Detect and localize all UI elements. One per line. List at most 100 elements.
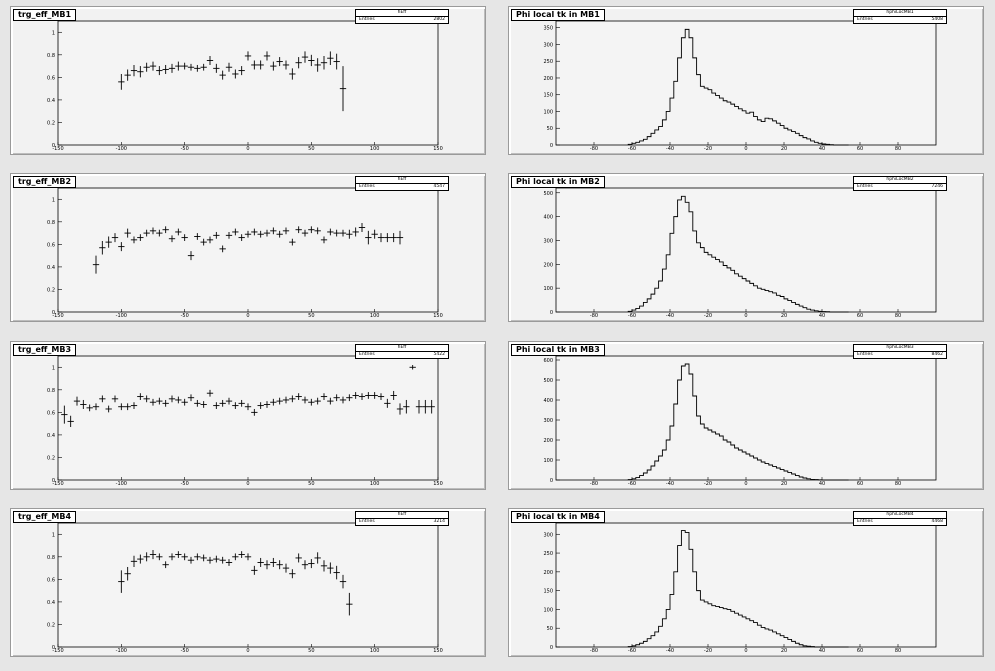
x-tick-label: 50 [308, 313, 314, 319]
x-tick-label: 100 [370, 648, 380, 654]
y-tick-label: 0 [550, 645, 553, 651]
y-tick-label: 0 [52, 143, 55, 149]
y-tick-label: 0.8 [47, 220, 55, 226]
stats-name: hphiLocMB1 [854, 10, 946, 17]
canvas-pad[interactable]: -80 -60 -40 -20 0 20 40 60 80 0 50 100 150 200 250 300 3… [508, 6, 984, 155]
stats-name: hEff [356, 512, 448, 519]
x-tick-label: -100 [116, 481, 127, 487]
x-tick-label: -100 [116, 648, 127, 654]
canvas-pad[interactable]: -80 -60 -40 -20 0 20 40 60 80 0 50 100 150 200 250 300 P… [508, 508, 984, 657]
x-tick-label: -100 [116, 313, 127, 319]
y-tick-label: 0 [550, 478, 553, 484]
y-tick-label: 350 [543, 26, 553, 32]
plot-frame [57, 522, 439, 648]
histogram-line [627, 363, 849, 481]
histogram-line [627, 195, 849, 313]
canvas-pad[interactable]: -150 -100 -50 0 50 100 150 0 0.2 0.4 0.6 0.8 1 trg_ef… [10, 508, 486, 657]
stats-entries-label: Entries [857, 352, 873, 357]
x-tick-label: -80 [590, 481, 598, 487]
y-tick-label: 0.4 [47, 433, 55, 439]
plot-svg: -150 -100 -50 0 50 100 150 0 0.2 0.4 0.6 0.8 1 [47, 187, 443, 319]
stats-entries-label: Entries [359, 352, 375, 357]
plot-frame [555, 355, 937, 481]
y-tick-label: 250 [543, 551, 553, 557]
x-tick-label: 20 [781, 648, 787, 654]
stats-box: hphiLocMB3 Entries 8462 [853, 344, 947, 359]
x-tick-label: 150 [433, 313, 443, 319]
x-tick-label: -60 [628, 146, 636, 152]
stats-box: hEff Entries 5422 [355, 344, 449, 359]
x-tick-label: -40 [666, 146, 674, 152]
canvas-pad[interactable]: -150 -100 -50 0 50 100 150 0 0.2 0.4 0.6 0.8 1 trg_ef… [10, 173, 486, 322]
x-tick-label: -20 [704, 146, 712, 152]
stats-row: Entries 2802 [356, 17, 448, 23]
x-tick-label: 0 [246, 146, 249, 152]
y-tick-label: 400 [543, 215, 553, 221]
y-tick-label: 200 [543, 438, 553, 444]
x-tick-label: -20 [704, 313, 712, 319]
x-tick-label: 20 [781, 146, 787, 152]
y-tick-label: 0.2 [47, 120, 55, 126]
canvas-pad[interactable]: -150 -100 -50 0 50 100 150 0 0.2 0.4 0.6 0.8 1 trg_ef… [10, 341, 486, 490]
pad-title: trg_eff_MB3 [13, 344, 77, 356]
x-tick-label: 80 [895, 648, 901, 654]
y-tick-label: 150 [543, 93, 553, 99]
x-tick-label: 100 [370, 146, 380, 152]
x-tick-label: -60 [628, 313, 636, 319]
x-tick-label: 40 [819, 648, 825, 654]
y-tick-label: 0.6 [47, 75, 55, 81]
y-tick-label: 300 [543, 238, 553, 244]
stats-box: hphiLocMB4 Entries 4468 [853, 511, 947, 526]
x-tick-label: -20 [704, 648, 712, 654]
y-tick-label: 0.4 [47, 265, 55, 271]
stats-entries-value: 4547 [433, 184, 445, 189]
plot-frame [555, 522, 937, 648]
stats-box: hEff Entries 2802 [355, 9, 449, 24]
plot-frame [57, 187, 439, 313]
plot-svg: -150 -100 -50 0 50 100 150 0 0.2 0.4 0.6 0.8 1 [47, 522, 443, 654]
stats-row: Entries 5408 [854, 17, 946, 23]
stats-name: hEff [356, 177, 448, 184]
y-tick-label: 0.8 [47, 388, 55, 394]
canvas-pad[interactable]: -80 -60 -40 -20 0 20 40 60 80 0 100 200 300 400 500 600… [508, 341, 984, 490]
x-tick-label: 100 [370, 481, 380, 487]
y-tick-label: 0 [52, 310, 55, 316]
stats-entries-value: 2802 [433, 17, 445, 22]
x-tick-label: 40 [819, 481, 825, 487]
x-tick-label: -50 [181, 481, 189, 487]
x-tick-label: -40 [666, 313, 674, 319]
x-tick-label: 50 [308, 648, 314, 654]
stats-entries-label: Entries [857, 519, 873, 524]
x-tick-label: 0 [744, 481, 747, 487]
x-tick-label: 0 [246, 481, 249, 487]
pad-title: Phi local tk in MB2 [511, 176, 605, 188]
stats-entries-label: Entries [359, 184, 375, 189]
x-tick-label: 60 [857, 313, 863, 319]
x-tick-label: -150 [52, 313, 63, 319]
plot-svg: -80 -60 -40 -20 0 20 40 60 80 0 50 100 150 200 250 300 [543, 522, 937, 654]
canvas-pad[interactable]: -150 -100 -50 0 50 100 150 0 0.2 0.4 0.6 0.8 1 trg_ef… [10, 6, 486, 155]
canvas-pad[interactable]: -80 -60 -40 -20 0 20 40 60 80 0 100 200 300 400 500 Phi… [508, 173, 984, 322]
plot-svg: -80 -60 -40 -20 0 20 40 60 80 0 50 100 150 200 250 300 3… [543, 20, 937, 152]
y-tick-label: 300 [543, 532, 553, 538]
plot-svg: -80 -60 -40 -20 0 20 40 60 80 0 100 200 300 400 500 600 [543, 355, 937, 487]
y-tick-label: 0 [52, 478, 55, 484]
y-tick-label: 1 [52, 365, 55, 371]
plot-svg: -80 -60 -40 -20 0 20 40 60 80 0 100 200 300 400 500 [543, 187, 937, 319]
x-tick-label: -50 [181, 313, 189, 319]
y-tick-label: 50 [547, 626, 553, 632]
x-tick-label: 60 [857, 146, 863, 152]
y-tick-label: 0.2 [47, 622, 55, 628]
x-tick-label: 20 [781, 313, 787, 319]
x-tick-label: 0 [744, 146, 747, 152]
stats-name: hphiLocMB2 [854, 177, 946, 184]
x-tick-label: -150 [52, 648, 63, 654]
y-tick-label: 100 [543, 607, 553, 613]
stats-entries-label: Entries [359, 519, 375, 524]
y-tick-label: 0 [52, 645, 55, 651]
y-tick-label: 600 [543, 358, 553, 364]
x-tick-label: 60 [857, 648, 863, 654]
x-tick-label: -60 [628, 648, 636, 654]
x-tick-label: -50 [181, 648, 189, 654]
x-tick-label: -20 [704, 481, 712, 487]
